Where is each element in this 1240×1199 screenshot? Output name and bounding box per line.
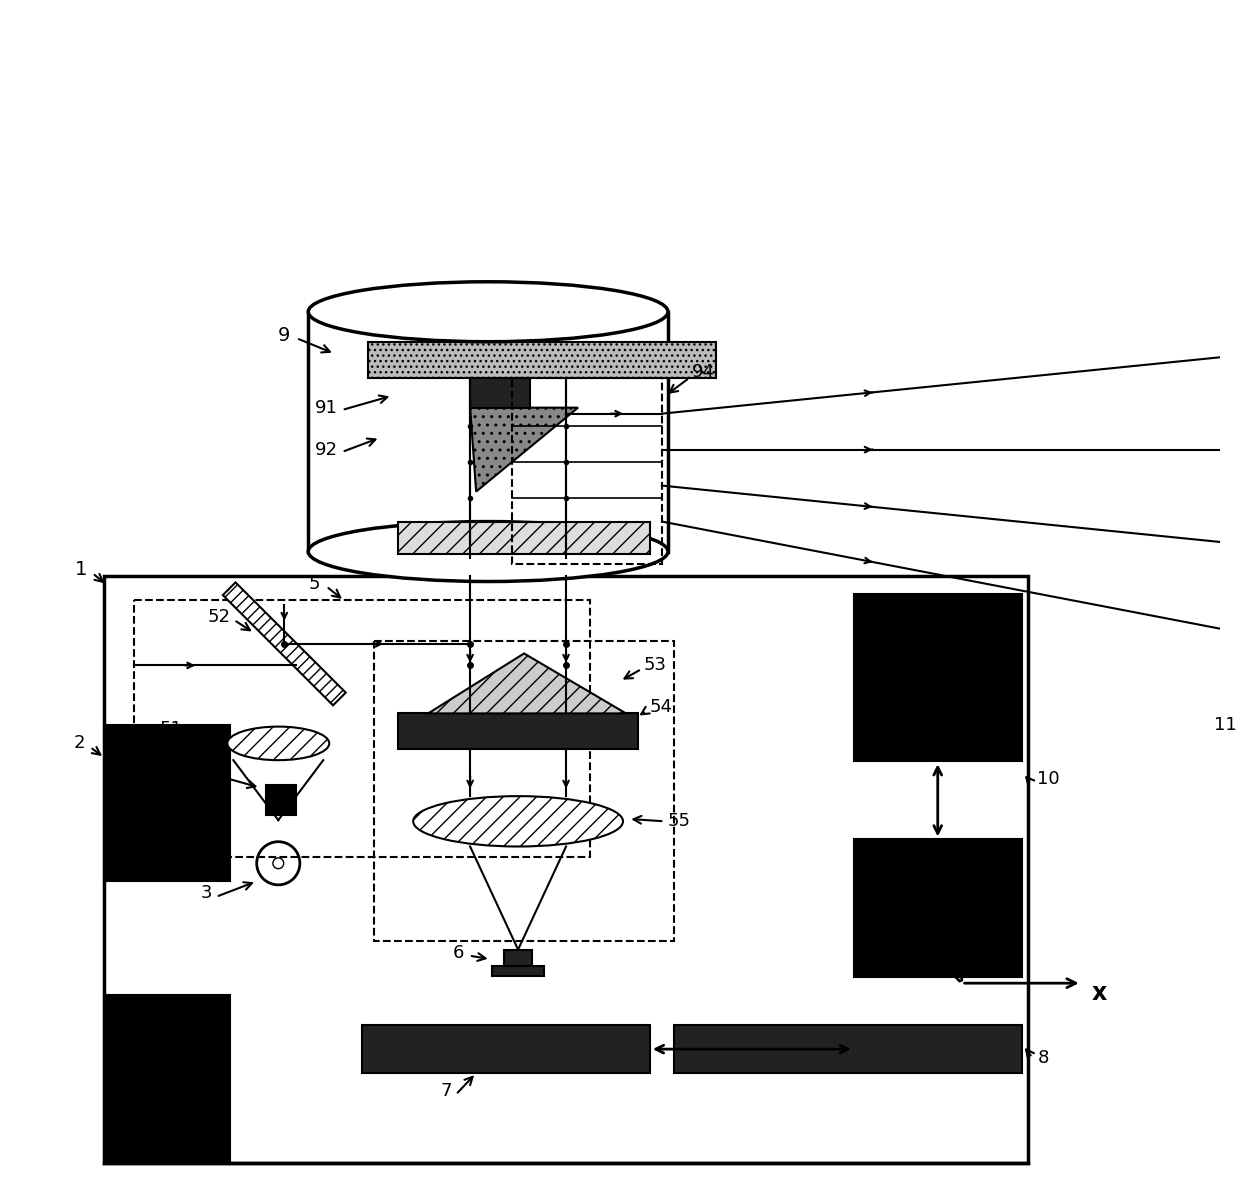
Text: 8: 8 [1037,1048,1049,1067]
Bar [134,600,590,857]
Polygon shape [470,408,578,492]
Bar [492,966,544,976]
Bar [470,378,529,408]
Ellipse shape [227,727,330,760]
Ellipse shape [413,796,622,846]
Polygon shape [428,653,626,713]
Bar [104,725,231,881]
Bar [362,1025,650,1073]
Bar [104,995,231,1163]
Text: 55: 55 [668,812,691,831]
Text: 2: 2 [73,734,86,753]
Bar [104,576,1028,1163]
Bar [854,839,1022,977]
Bar [675,1025,1022,1073]
Bar [854,594,1022,761]
Text: 10: 10 [1037,770,1060,789]
Text: 94: 94 [692,362,715,381]
Text: 93: 93 [584,542,608,561]
Text: 9: 9 [278,326,290,345]
Text: x: x [1092,981,1107,1005]
Text: 5: 5 [309,574,320,594]
Text: y: y [940,833,955,857]
Ellipse shape [309,282,668,342]
Bar [267,785,296,815]
Text: 7: 7 [440,1081,453,1101]
Bar [512,378,662,564]
Bar [368,342,715,378]
Text: 53: 53 [644,656,667,675]
Text: 54: 54 [650,698,673,717]
Bar [398,713,639,749]
Text: 4: 4 [207,764,218,783]
Text: 3: 3 [201,884,212,903]
Text: 1: 1 [76,560,88,579]
Text: z: z [885,888,899,914]
Text: 52: 52 [207,608,231,627]
Text: 6: 6 [453,944,464,963]
Bar [398,522,650,554]
Bar [503,950,532,966]
Polygon shape [223,583,346,705]
Bar [374,641,675,941]
Text: 11: 11 [1214,716,1236,735]
Text: 51: 51 [160,719,182,739]
Text: 91: 91 [315,398,339,417]
Ellipse shape [309,522,668,582]
Text: 92: 92 [315,440,339,459]
